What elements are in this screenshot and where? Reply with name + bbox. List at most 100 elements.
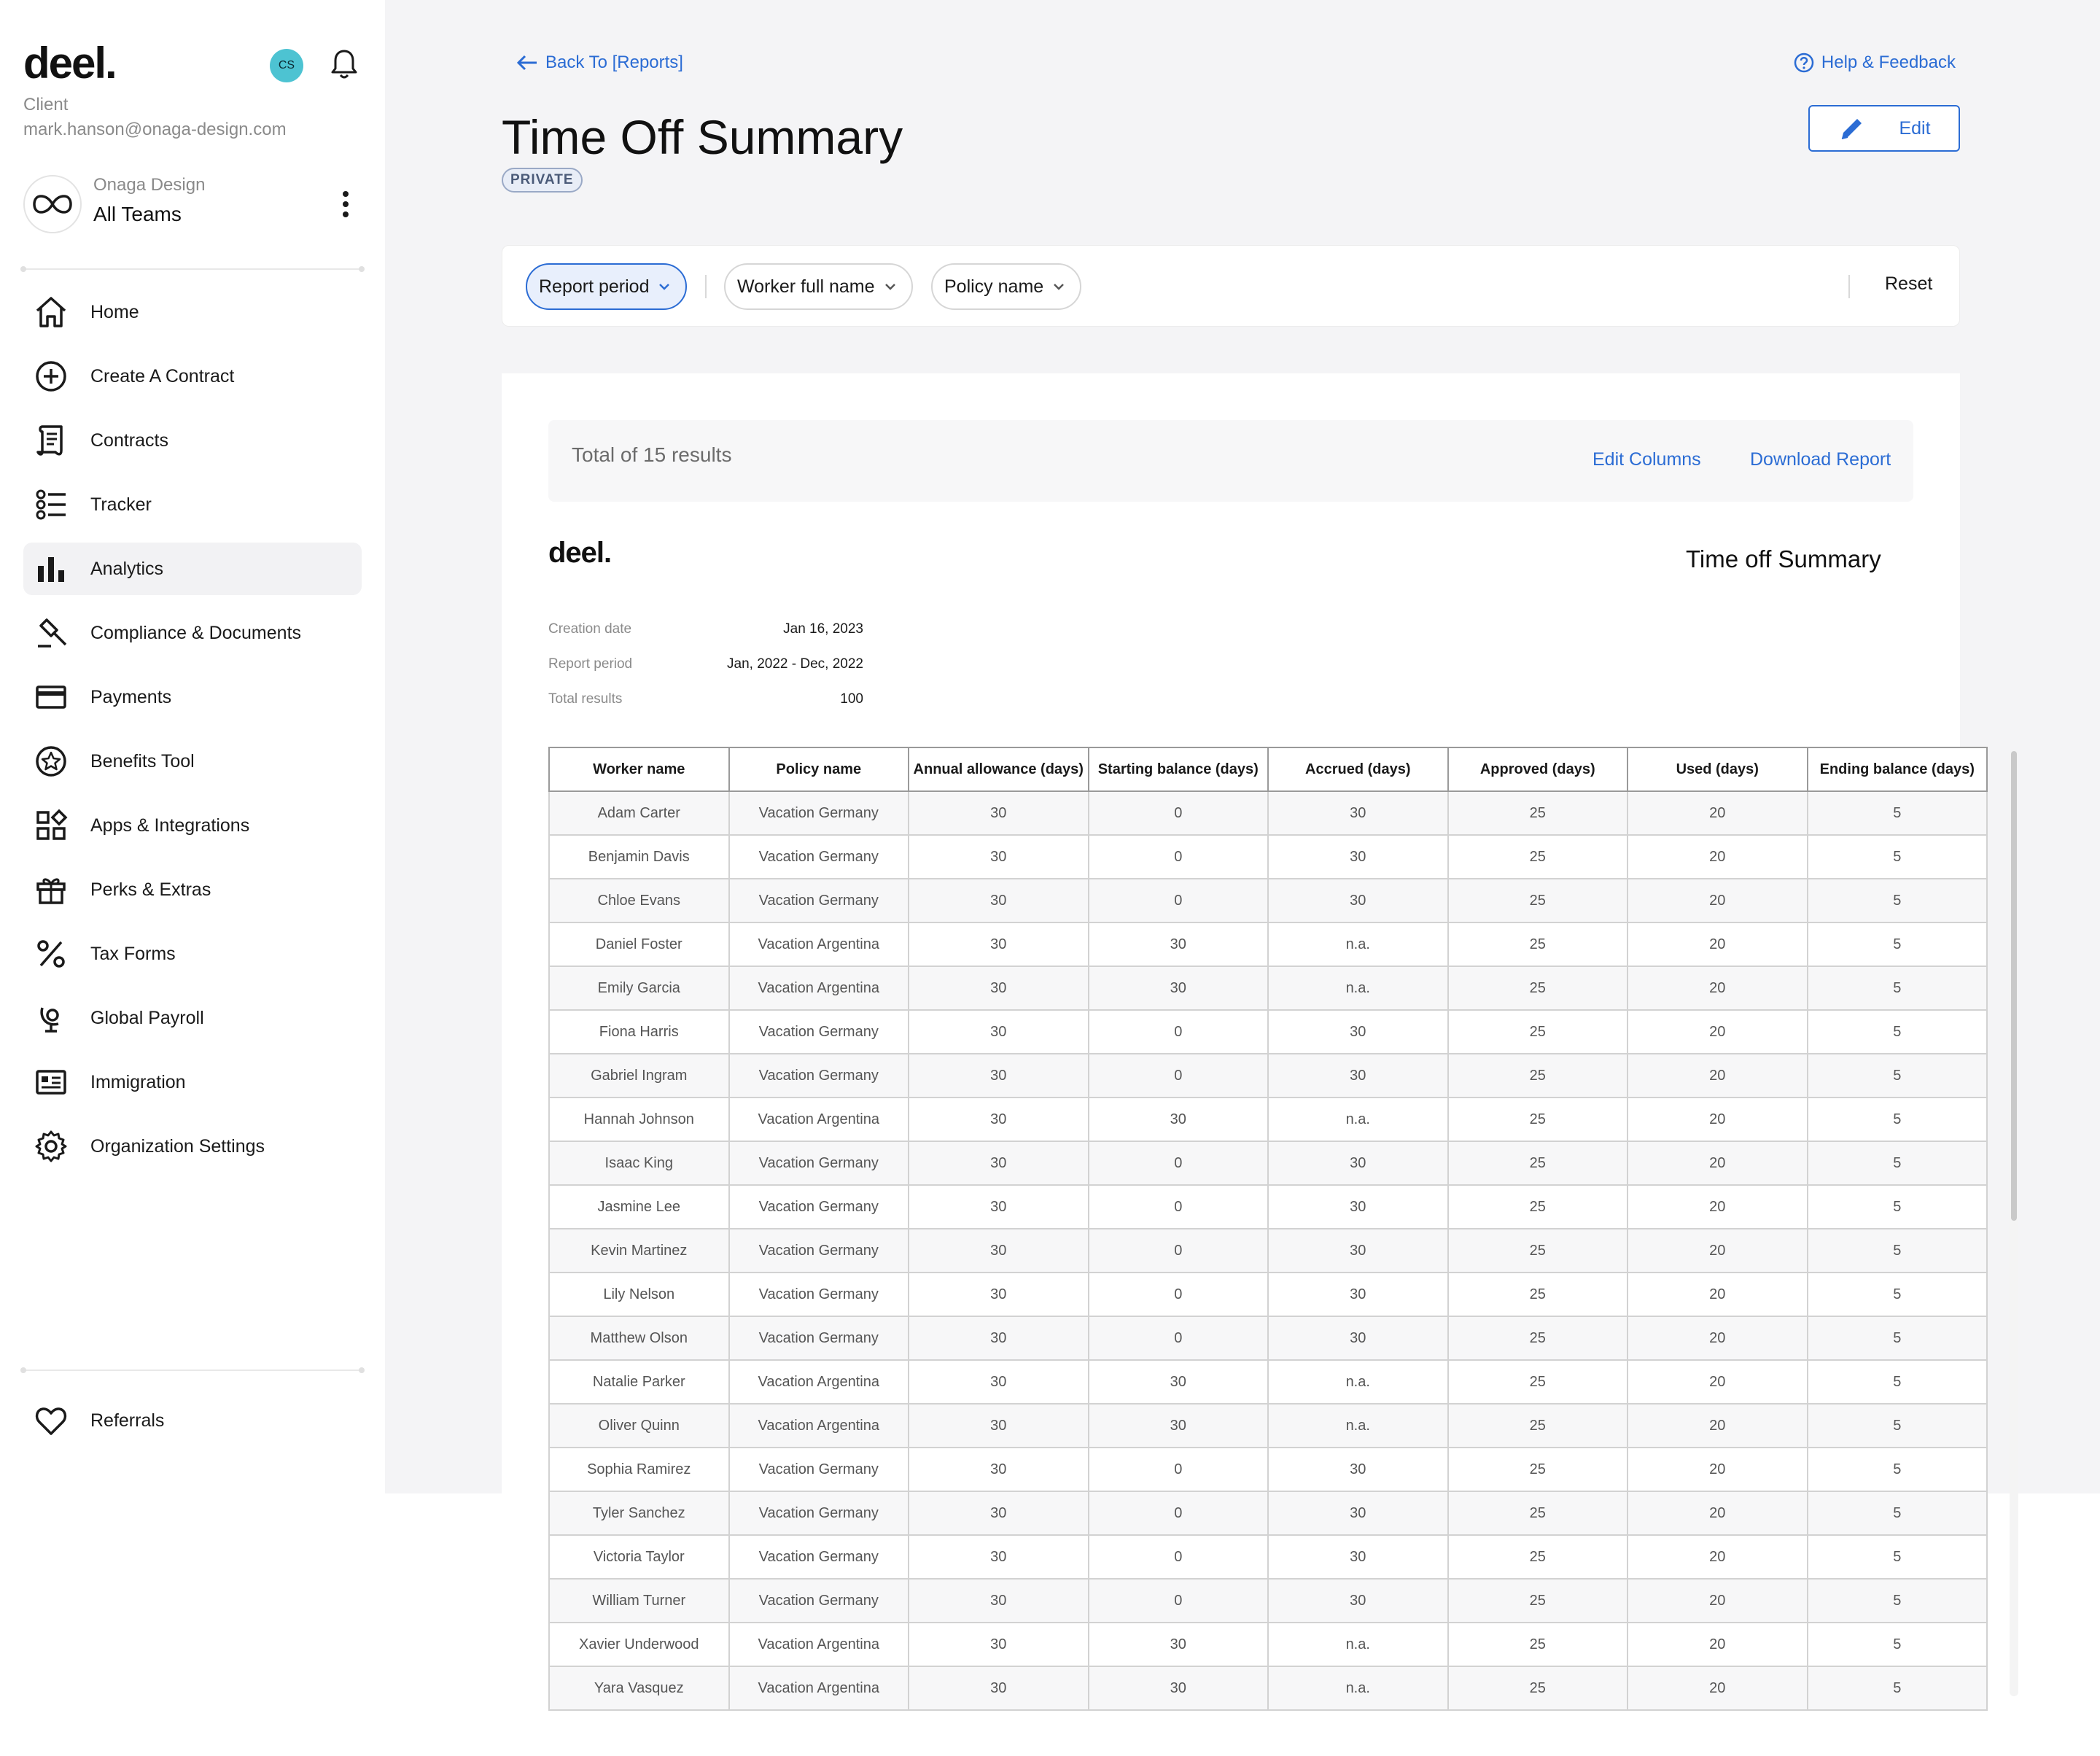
- table-cell: 30: [1087, 1359, 1269, 1405]
- table-cell: Emily Garcia: [548, 966, 730, 1011]
- table-cell: Gabriel Ingram: [548, 1053, 730, 1098]
- sidebar-item-immigration[interactable]: Immigration: [23, 1056, 362, 1108]
- table-cell: 5: [1806, 966, 1988, 1011]
- table-cell: 5: [1806, 1403, 1988, 1448]
- table-cell: 20: [1627, 1491, 1808, 1536]
- table-row: Tyler Sanchez Vacation Germany 30 0 30 25 20 5: [548, 1491, 1988, 1536]
- table-cell: 5: [1806, 1272, 1988, 1317]
- apps-grid-icon: [34, 808, 69, 843]
- table-row: Xavier Underwood Vacation Argentina 30 30 n.…: [548, 1622, 1988, 1667]
- id-card-icon: [34, 1065, 69, 1100]
- sidebar-item-label: Contracts: [90, 430, 168, 451]
- table-cell: 30: [1267, 790, 1449, 836]
- pencil-icon: [1842, 119, 1862, 139]
- sidebar-item-referrals[interactable]: Referrals: [23, 1394, 362, 1447]
- table-cell: n.a.: [1267, 1403, 1449, 1448]
- sidebar-item-tracker[interactable]: Tracker: [23, 478, 362, 531]
- sidebar-item-contracts[interactable]: Contracts: [23, 414, 362, 467]
- meta-value: Jan, 2022 - Dec, 2022: [727, 656, 863, 672]
- sidebar-item-home[interactable]: Home: [23, 286, 362, 338]
- table-cell: 30: [908, 1184, 1089, 1229]
- table-cell: Isaac King: [548, 1141, 730, 1186]
- table-cell: 0: [1087, 1534, 1269, 1580]
- table-cell: 20: [1627, 1578, 1808, 1623]
- table-cell: Vacation Germany: [728, 790, 909, 836]
- meta-label: Creation date: [548, 621, 632, 637]
- report-title: Time off Summary: [1686, 545, 1881, 572]
- sidebar-item-label: Home: [90, 301, 139, 322]
- table-cell: 20: [1627, 834, 1808, 879]
- table-row: Daniel Foster Vacation Argentina 30 30 n.a. 2…: [548, 922, 1988, 967]
- table-row: Hannah Johnson Vacation Argentina 30 30 n.a.…: [548, 1097, 1988, 1142]
- table-cell: 20: [1627, 1447, 1808, 1492]
- table-cell: Victoria Taylor: [548, 1534, 730, 1580]
- table-cell: 25: [1447, 1053, 1628, 1098]
- table-cell: 30: [1087, 922, 1269, 967]
- sidebar-item-compliance[interactable]: Compliance & Documents: [23, 607, 362, 659]
- sidebar-item-create-contract[interactable]: Create A Contract: [23, 350, 362, 403]
- table-cell: 20: [1627, 1403, 1808, 1448]
- meta-row-report-period: Report period Jan, 2022 - Dec, 2022: [548, 656, 863, 678]
- table-cell: 20: [1627, 1534, 1808, 1580]
- download-report-link[interactable]: Download Report: [1750, 449, 1891, 470]
- sidebar-item-label: Referrals: [90, 1410, 165, 1431]
- sidebar-item-perks[interactable]: Perks & Extras: [23, 863, 362, 916]
- team-switcher[interactable]: Onaga Design All Teams: [23, 175, 362, 233]
- sidebar-item-analytics[interactable]: Analytics: [23, 543, 362, 595]
- meta-label: Total results: [548, 691, 623, 707]
- table-cell: 20: [1627, 1228, 1808, 1273]
- help-circle-icon: [1794, 53, 1814, 73]
- plus-circle-icon: [34, 359, 69, 394]
- table-cell: 30: [908, 1141, 1089, 1186]
- table-cell: 5: [1806, 1228, 1988, 1273]
- column-header: Starting balance (days): [1087, 747, 1269, 792]
- chevron-down-icon: [659, 284, 670, 290]
- table-cell: 5: [1806, 1359, 1988, 1405]
- help-feedback-link[interactable]: Help & Feedback: [1794, 53, 1956, 73]
- sidebar: deel. CS Client mark.hanson@onaga-design…: [0, 0, 385, 1493]
- table-cell: 30: [1267, 1534, 1449, 1580]
- table-row: Jasmine Lee Vacation Germany 30 0 30 25 20 5: [548, 1184, 1988, 1229]
- sidebar-item-benefits[interactable]: Benefits Tool: [23, 735, 362, 788]
- sidebar-item-tax-forms[interactable]: Tax Forms: [23, 928, 362, 980]
- table-cell: 5: [1806, 790, 1988, 836]
- notification-bell-icon[interactable]: [330, 48, 359, 80]
- filter-separator: [1848, 275, 1850, 298]
- column-header: Policy name: [728, 747, 909, 792]
- table-cell: 20: [1627, 1184, 1808, 1229]
- deel-logo[interactable]: deel.: [23, 39, 117, 88]
- sidebar-item-payments[interactable]: Payments: [23, 671, 362, 723]
- table-row: William Turner Vacation Germany 30 0 30 25 20 5: [548, 1578, 1988, 1623]
- table-cell: Oliver Quinn: [548, 1403, 730, 1448]
- sidebar-item-label: Analytics: [90, 558, 164, 579]
- more-vertical-icon[interactable]: [337, 190, 354, 219]
- user-avatar[interactable]: CS: [270, 49, 303, 82]
- table-cell: Vacation Germany: [728, 1272, 909, 1317]
- table-cell: 30: [908, 1359, 1089, 1405]
- reset-filters-button[interactable]: Reset: [1885, 273, 1933, 294]
- edit-columns-link[interactable]: Edit Columns: [1592, 449, 1701, 470]
- policy-name-filter[interactable]: Policy name: [931, 263, 1082, 310]
- table-cell: Xavier Underwood: [548, 1622, 730, 1667]
- report-period-filter[interactable]: Report period: [526, 263, 688, 310]
- table-scrollbar-thumb[interactable]: [2011, 751, 2017, 1221]
- edit-button[interactable]: Edit: [1808, 105, 1960, 152]
- table-cell: 30: [908, 790, 1089, 836]
- worker-full-name-filter[interactable]: Worker full name: [724, 263, 913, 310]
- sidebar-item-organization-settings[interactable]: Organization Settings: [23, 1120, 362, 1173]
- back-link-label: Back To [Reports]: [545, 53, 683, 72]
- table-cell: 25: [1447, 790, 1628, 836]
- report-table: Worker name Policy name Annual allowance (…: [548, 747, 1988, 1711]
- back-to-reports-link[interactable]: Back To [Reports]: [516, 53, 683, 73]
- checklist-icon: [34, 487, 69, 522]
- table-cell: 5: [1806, 1622, 1988, 1667]
- sidebar-item-apps[interactable]: Apps & Integrations: [23, 799, 362, 852]
- table-cell: 0: [1087, 1009, 1269, 1054]
- table-body: Adam Carter Vacation Germany 30 0 30 25 20 5 Ben…: [548, 790, 1988, 1711]
- table-row: Adam Carter Vacation Germany 30 0 30 25 20 5: [548, 790, 1988, 836]
- table-cell: William Turner: [548, 1578, 730, 1623]
- table-cell: 25: [1447, 1491, 1628, 1536]
- sidebar-item-label: Organization Settings: [90, 1135, 265, 1157]
- table-cell: 25: [1447, 1184, 1628, 1229]
- sidebar-item-global-payroll[interactable]: Global Payroll: [23, 992, 362, 1044]
